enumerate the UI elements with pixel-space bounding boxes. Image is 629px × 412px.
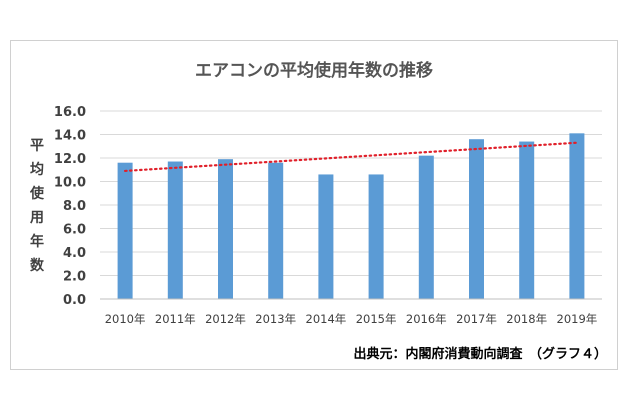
x-tick-label: 2014年 xyxy=(306,312,347,326)
y-tick-label: 8.0 xyxy=(63,199,86,214)
y-tick-label: 10.0 xyxy=(54,176,86,191)
y-axis-label: 平均使用年数 xyxy=(29,138,45,274)
y-axis-label-char: 年 xyxy=(30,233,44,250)
y-tick-label: 14.0 xyxy=(54,129,86,144)
y-tick-label: 12.0 xyxy=(54,152,86,167)
y-axis-label-char: 平 xyxy=(30,138,44,154)
bar xyxy=(569,133,585,299)
trendline xyxy=(123,141,579,173)
y-tick-label: 6.0 xyxy=(63,223,86,238)
y-axis-label-char: 使 xyxy=(29,185,45,202)
x-tick-label: 2019年 xyxy=(557,312,598,326)
x-tick-label: 2018年 xyxy=(506,312,547,326)
x-tick-label: 2015年 xyxy=(356,312,397,326)
bar xyxy=(318,174,334,299)
bar xyxy=(469,139,484,299)
gridlines xyxy=(100,110,602,276)
y-tick-label: 0.0 xyxy=(63,293,86,308)
source-note: 出典元：内閣府消費動向調査 （グラフ４） xyxy=(353,347,607,362)
x-axis-ticks: 2010年 2011年 2012年 2013年 2014年 2015年 2016年 2017年… xyxy=(105,312,598,326)
bar xyxy=(167,161,183,299)
x-tick-label: 2010年 xyxy=(105,312,146,326)
x-tick-label: 2017年 xyxy=(456,312,497,326)
x-tick-label: 2011年 xyxy=(155,312,196,326)
bar xyxy=(519,141,535,299)
y-tick-label: 16.0 xyxy=(54,105,86,120)
y-axis-label-char: 均 xyxy=(30,161,44,178)
y-axis-ticks: 0.0 2.0 4.0 6.0 8.0 10.0 12.0 14.0 16.0 xyxy=(54,105,86,308)
bar xyxy=(117,162,133,299)
y-tick-label: 2.0 xyxy=(63,270,86,285)
y-axis-label-char: 用 xyxy=(30,210,44,226)
y-axis-label-char: 数 xyxy=(30,257,45,274)
bar xyxy=(368,174,384,299)
chart-title: エアコンの平均使用年数の推移 xyxy=(195,60,433,81)
x-tick-label: 2012年 xyxy=(205,312,246,326)
x-tick-label: 2013年 xyxy=(255,312,296,326)
bars xyxy=(117,133,585,299)
x-tick-label: 2016年 xyxy=(406,312,447,326)
y-tick-label: 4.0 xyxy=(63,246,86,261)
bar xyxy=(418,155,434,299)
bar xyxy=(218,159,233,299)
bar xyxy=(268,162,284,299)
